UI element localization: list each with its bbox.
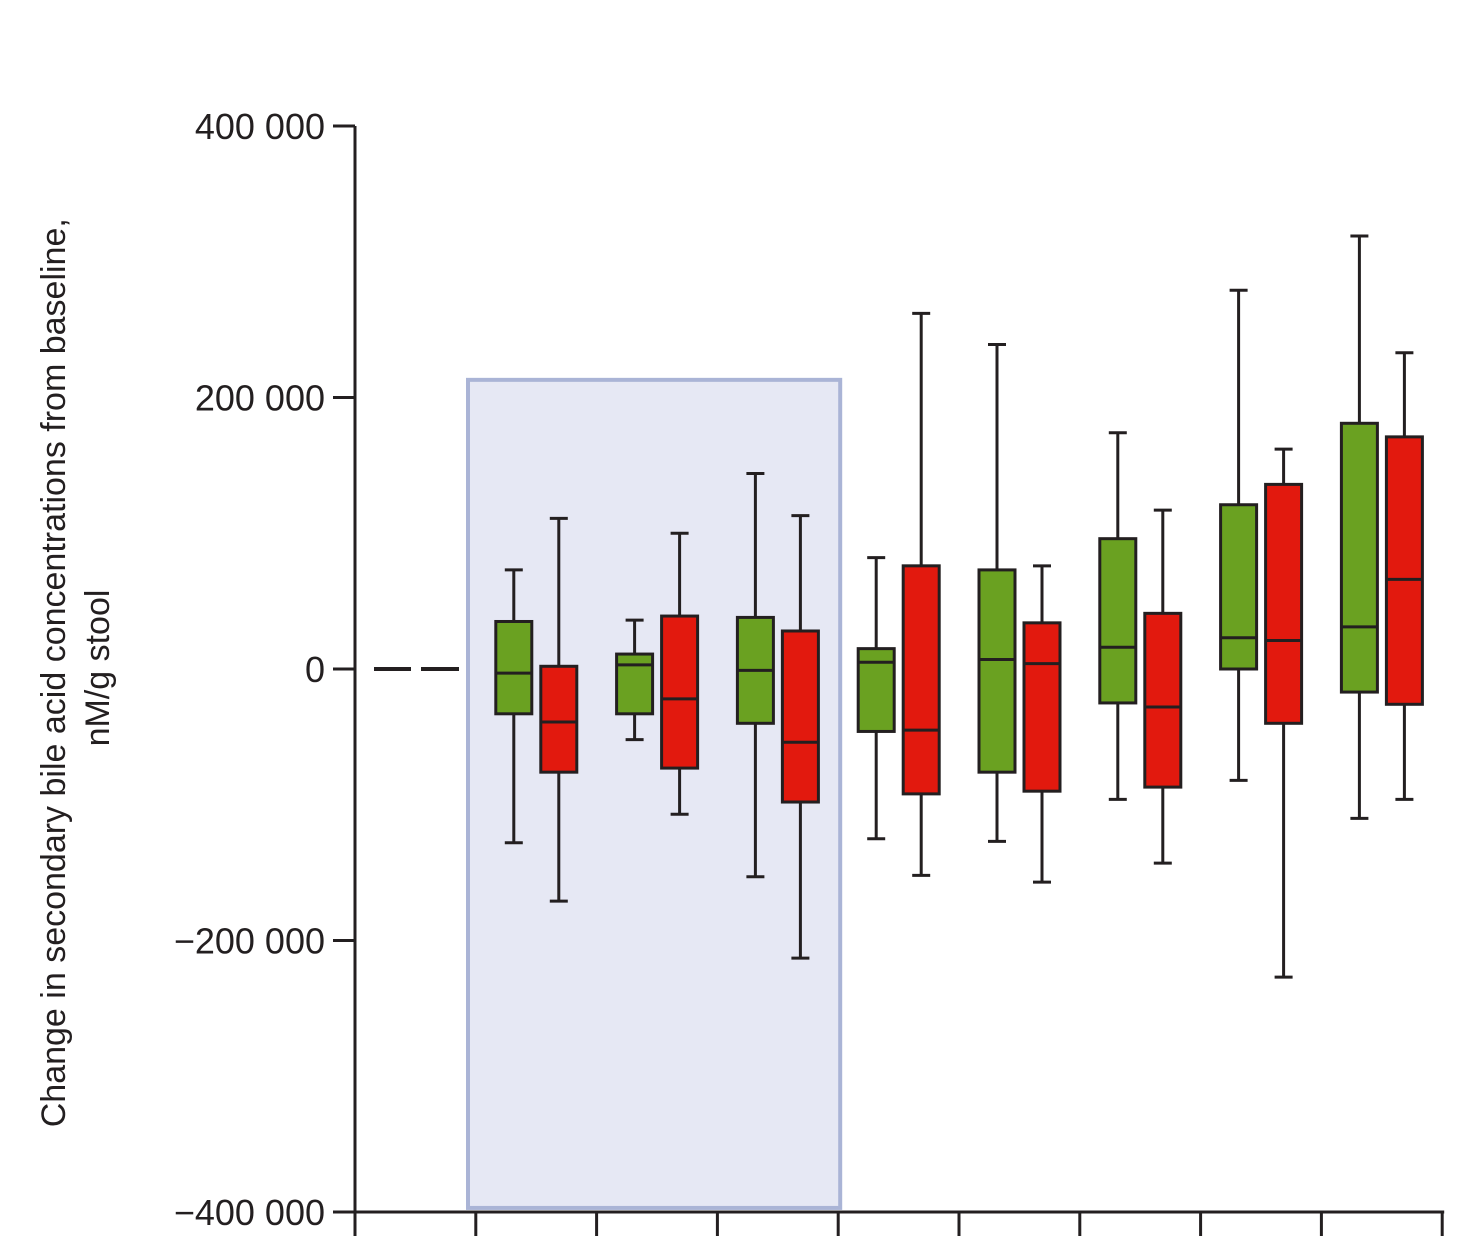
box-green — [977, 568, 1017, 774]
y-tick-label: −400 000 — [174, 1192, 325, 1233]
box-red — [1264, 482, 1304, 725]
box-green-group — [735, 472, 775, 879]
box-red-group — [539, 516, 579, 903]
box-red-group — [901, 311, 941, 877]
box-red — [539, 664, 579, 774]
box-red-group — [1143, 508, 1183, 865]
y-tick-label: 200 000 — [195, 378, 325, 419]
box-green-group — [1098, 431, 1138, 801]
box-green — [494, 619, 534, 716]
box-red — [1022, 621, 1062, 793]
box-red — [1384, 435, 1424, 706]
y-tick-label: 0 — [305, 649, 325, 690]
box-green-group — [615, 618, 655, 742]
highlight-region-layer — [466, 377, 843, 1210]
y-axis-label-line-1: Change in secondary bile acid concentrat… — [35, 218, 73, 1127]
box-red-group — [1264, 447, 1304, 979]
box-green — [615, 652, 655, 716]
y-axis-label: Change in secondary bile acid concentrat… — [35, 209, 117, 1128]
y-axis-label-line-2: nM/g stool — [79, 590, 117, 747]
box-layer — [374, 234, 1424, 979]
box-red-group — [1384, 351, 1424, 801]
highlight-region — [466, 377, 843, 1210]
y-tick-label: −200 000 — [174, 921, 325, 962]
box-green-group — [1219, 288, 1259, 782]
box-green — [1098, 537, 1138, 705]
box-green — [1219, 503, 1259, 671]
box-red-group — [780, 514, 820, 960]
box-green-group — [856, 556, 896, 841]
y-tick-label: 400 000 — [195, 106, 325, 147]
box-green-group — [977, 343, 1017, 843]
box-red — [780, 629, 820, 804]
box-red-group — [660, 531, 700, 816]
axis-layer: 400 000 200 000 0 −200 000 −400 000 — [174, 106, 1445, 1236]
box-red — [660, 614, 700, 770]
box-green — [1339, 421, 1379, 694]
box-red — [1143, 611, 1183, 789]
box-green-group — [494, 568, 534, 845]
box-red — [901, 564, 941, 796]
box-red-group — [1022, 564, 1062, 884]
box-green-group — [1339, 234, 1379, 820]
